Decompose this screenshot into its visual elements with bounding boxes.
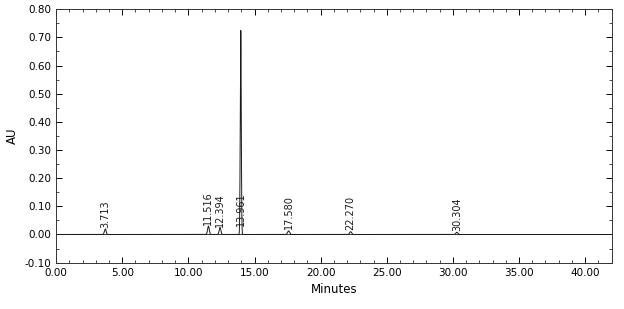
Text: 13.961: 13.961	[236, 193, 246, 226]
Text: 22.270: 22.270	[346, 196, 356, 230]
Text: 11.516: 11.516	[203, 192, 213, 225]
Y-axis label: AU: AU	[6, 128, 19, 144]
Text: 30.304: 30.304	[452, 197, 462, 231]
X-axis label: Minutes: Minutes	[311, 283, 357, 296]
Text: 3.713: 3.713	[100, 201, 110, 228]
Text: 17.580: 17.580	[284, 196, 294, 229]
Text: 12.394: 12.394	[215, 193, 225, 226]
